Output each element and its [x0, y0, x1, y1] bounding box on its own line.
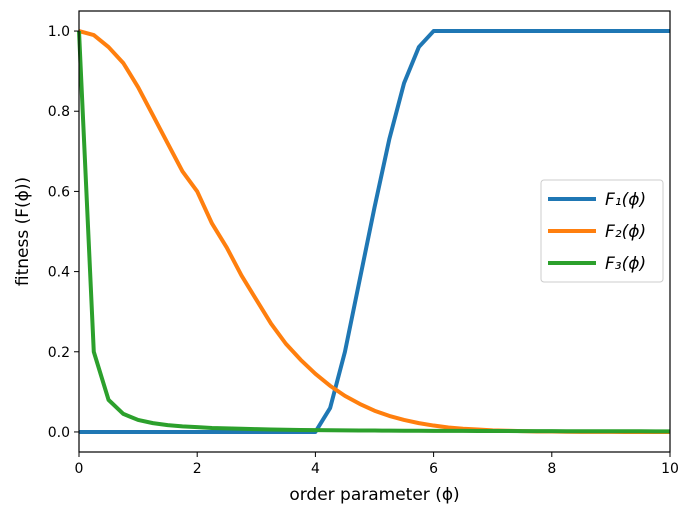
- y-tick-label: 0.4: [48, 265, 70, 281]
- legend-label-3: F₃(ϕ): [605, 254, 646, 274]
- y-tick-label: 0.0: [48, 425, 70, 441]
- y-tick-label: 1.0: [48, 24, 70, 40]
- y-tick-label: 0.2: [48, 345, 70, 361]
- x-axis-ticks: 0 2 4 6 8 10: [75, 452, 679, 477]
- series-line-3: [77, 30, 670, 434]
- legend-label-2: F₂(ϕ): [605, 222, 646, 242]
- x-tick-label: 4: [311, 461, 320, 477]
- y-tick-label: 0.8: [48, 104, 70, 120]
- y-tick-label: 0.6: [48, 184, 70, 200]
- x-axis-label: order parameter (ϕ): [289, 485, 459, 505]
- y-axis-ticks: 0.0 0.2 0.4 0.6 0.8 1.0: [48, 24, 79, 441]
- x-tick-label: 0: [75, 461, 84, 477]
- x-tick-label: 10: [661, 461, 679, 477]
- series-line-1: [79, 29, 670, 434]
- x-tick-label: 8: [547, 461, 556, 477]
- legend-box: [540, 179, 664, 283]
- plot-frame: [78, 10, 671, 453]
- y-axis-label: fitness (F(ϕ)): [13, 177, 33, 286]
- legend-label-1: F₁(ϕ): [605, 190, 646, 210]
- series-layer: [77, 29, 670, 434]
- x-tick-label: 6: [429, 461, 438, 477]
- legend: F₁(ϕ) F₂(ϕ) F₃(ϕ): [540, 179, 664, 283]
- x-tick-label: 2: [193, 461, 202, 477]
